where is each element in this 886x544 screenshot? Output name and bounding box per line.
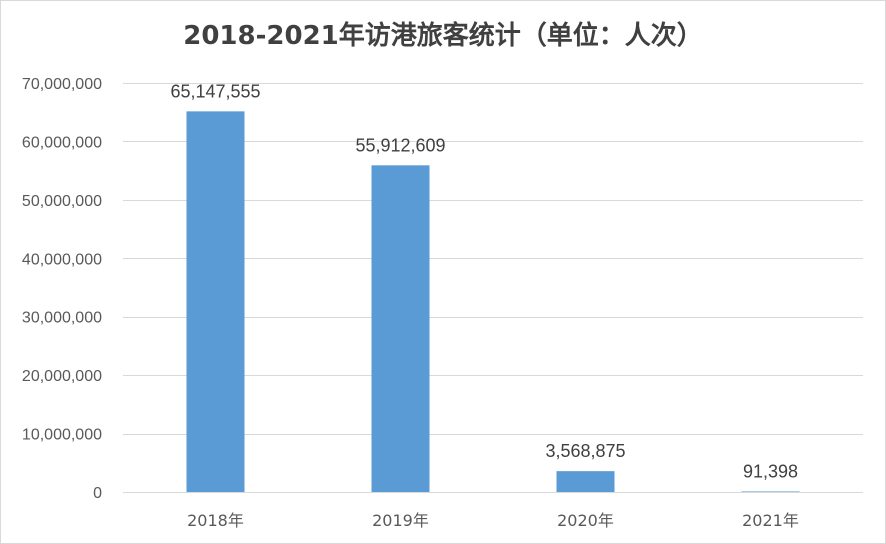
data-label: 3,568,875 [545, 441, 625, 461]
y-tick-label: 10,000,000 [22, 427, 102, 444]
data-label: 91,398 [743, 461, 798, 481]
y-tick-label: 70,000,000 [22, 76, 102, 93]
y-tick-label: 0 [93, 485, 102, 502]
x-tick-label: 2018年 [187, 511, 244, 530]
y-tick-label: 50,000,000 [22, 193, 102, 210]
y-tick-label: 20,000,000 [22, 368, 102, 385]
gridlines [123, 83, 863, 493]
data-label: 65,147,555 [170, 81, 260, 101]
y-tick-label: 40,000,000 [22, 251, 102, 268]
bar [556, 471, 615, 492]
bar [741, 491, 800, 492]
x-tick-label: 2019年 [372, 511, 429, 530]
bar [371, 165, 430, 492]
x-tick-label: 2020年 [557, 511, 614, 530]
bars [186, 111, 800, 492]
x-tick-label: 2021年 [742, 511, 799, 530]
bar [186, 111, 245, 492]
y-tick-label: 30,000,000 [22, 310, 102, 327]
chart-title: 2018-2021年访港旅客统计（单位：人次） [183, 21, 703, 51]
data-label: 55,912,609 [355, 135, 445, 155]
x-axis-ticks: 2018年 2019年 2020年 2021年 [187, 511, 799, 530]
y-axis-ticks: 0 10,000,000 20,000,000 30,000,000 40,000,00… [22, 76, 102, 502]
y-tick-label: 60,000,000 [22, 134, 102, 151]
data-labels: 65,147,555 55,912,609 3,568,875 91,398 [170, 81, 798, 481]
